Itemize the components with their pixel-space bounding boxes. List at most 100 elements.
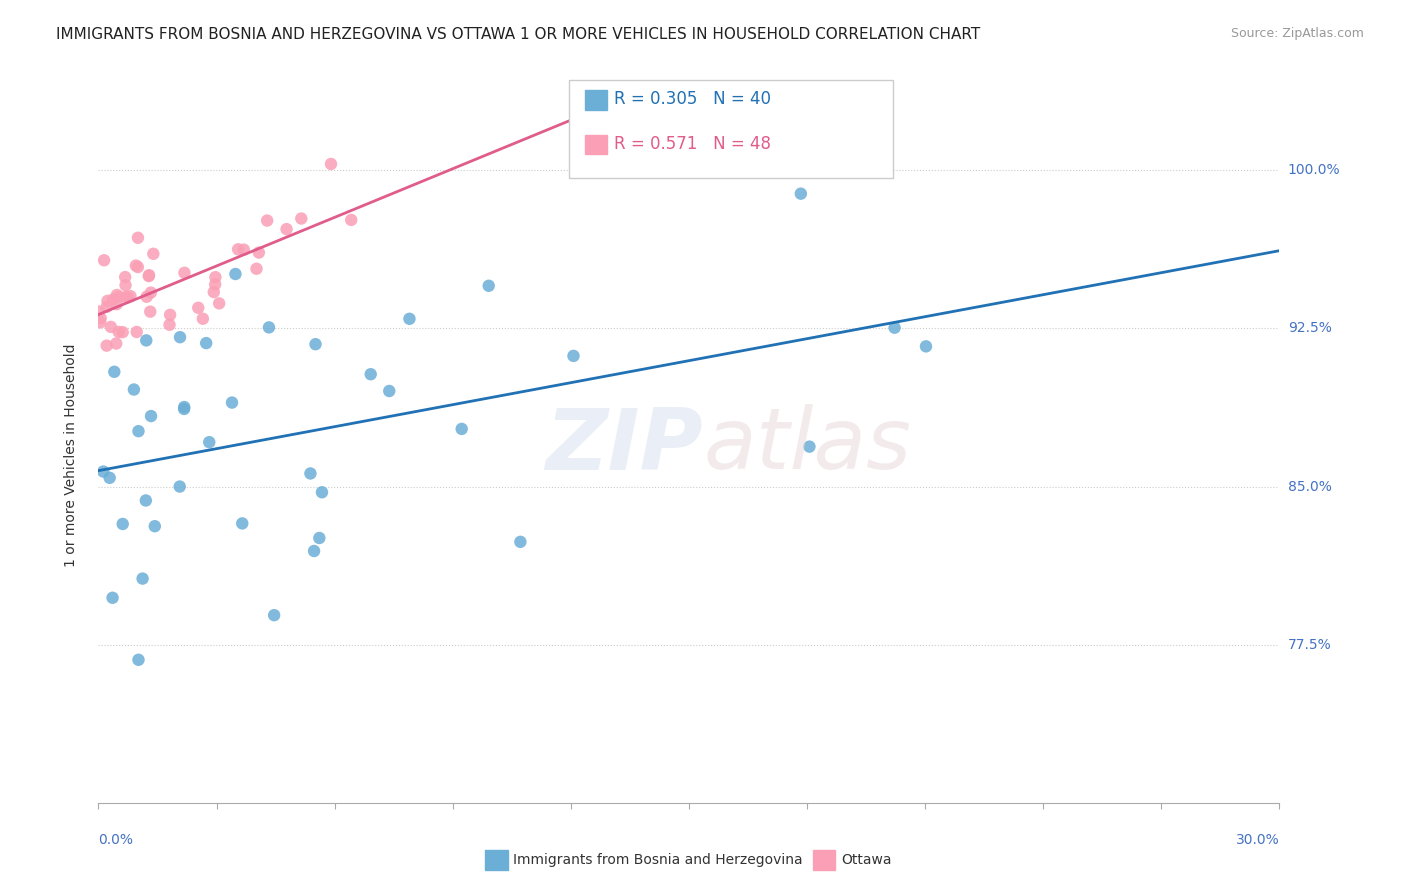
Point — [127, 260, 149, 274]
Point — [187, 301, 209, 315]
Point — [198, 435, 221, 450]
Point — [509, 534, 531, 549]
Point — [105, 297, 128, 311]
Point — [98, 471, 121, 485]
Point — [226, 242, 249, 256]
Point — [96, 293, 118, 308]
Text: Immigrants from Bosnia and Herzegovina: Immigrants from Bosnia and Herzegovina — [513, 853, 803, 867]
Point — [208, 296, 231, 310]
Point — [120, 289, 142, 303]
Point — [91, 465, 114, 479]
Point — [308, 531, 330, 545]
Point — [138, 268, 160, 283]
Text: atlas: atlas — [703, 404, 911, 488]
Point — [195, 336, 218, 351]
Point — [93, 253, 115, 268]
Point — [173, 400, 195, 414]
Text: IMMIGRANTS FROM BOSNIA AND HERZEGOVINA VS OTTAWA 1 OR MORE VEHICLES IN HOUSEHOLD: IMMIGRANTS FROM BOSNIA AND HERZEGOVINA V… — [56, 27, 980, 42]
Point — [915, 339, 938, 353]
Point — [114, 270, 136, 285]
Point — [127, 424, 149, 438]
Text: R = 0.571   N = 48: R = 0.571 N = 48 — [614, 135, 772, 153]
Point — [245, 261, 267, 276]
Point — [159, 308, 181, 322]
Text: 85.0%: 85.0% — [1288, 480, 1331, 493]
Point — [115, 290, 138, 304]
Point — [159, 318, 181, 332]
Point — [117, 290, 139, 304]
Point — [257, 320, 280, 334]
Y-axis label: 1 or more Vehicles in Household: 1 or more Vehicles in Household — [63, 343, 77, 566]
Point — [101, 591, 124, 605]
Point — [204, 277, 226, 292]
Point — [340, 213, 363, 227]
Point — [103, 365, 125, 379]
Point — [263, 608, 285, 623]
Point — [173, 266, 195, 280]
Point — [398, 311, 420, 326]
Text: R = 0.305   N = 40: R = 0.305 N = 40 — [614, 90, 772, 108]
Point — [202, 285, 225, 299]
Point — [108, 290, 131, 304]
Point — [125, 259, 148, 273]
Point — [100, 319, 122, 334]
Point — [87, 304, 110, 318]
Point — [135, 493, 157, 508]
Point — [107, 325, 129, 339]
Text: 30.0%: 30.0% — [1236, 833, 1279, 847]
Point — [790, 186, 813, 201]
Point — [204, 270, 226, 285]
Point — [224, 267, 246, 281]
Point — [311, 485, 333, 500]
Point — [122, 383, 145, 397]
Point — [105, 288, 128, 302]
Point — [90, 311, 112, 326]
Point — [135, 290, 157, 304]
Point — [127, 231, 149, 245]
Point — [276, 222, 298, 236]
Point — [378, 384, 401, 398]
Point — [256, 213, 278, 227]
Point — [139, 285, 162, 300]
Point — [111, 325, 134, 339]
Point — [290, 211, 312, 226]
Point — [562, 349, 585, 363]
Point — [138, 269, 160, 284]
Text: 0.0%: 0.0% — [98, 833, 134, 847]
Point — [139, 304, 162, 318]
Point — [96, 300, 118, 314]
Point — [247, 245, 270, 260]
Point — [799, 440, 821, 454]
Point — [89, 315, 111, 329]
Point — [450, 422, 472, 436]
Point — [302, 544, 325, 558]
Point — [169, 330, 191, 344]
Point — [143, 519, 166, 533]
Point — [127, 653, 149, 667]
Point — [101, 293, 124, 307]
Point — [173, 401, 195, 416]
Point — [883, 320, 905, 334]
Point — [231, 516, 253, 531]
Text: 100.0%: 100.0% — [1288, 163, 1340, 178]
Point — [319, 157, 342, 171]
Point — [142, 247, 165, 261]
Point — [125, 325, 148, 339]
Text: 92.5%: 92.5% — [1288, 321, 1331, 335]
Point — [139, 409, 162, 423]
Text: Source: ZipAtlas.com: Source: ZipAtlas.com — [1230, 27, 1364, 40]
Point — [169, 479, 191, 493]
Text: 77.5%: 77.5% — [1288, 638, 1331, 652]
Text: Ottawa: Ottawa — [841, 853, 891, 867]
Text: ZIP: ZIP — [546, 404, 703, 488]
Point — [135, 334, 157, 348]
Point — [232, 243, 254, 257]
Point — [96, 338, 118, 352]
Point — [191, 311, 214, 326]
Point — [299, 467, 322, 481]
Point — [114, 278, 136, 293]
Point — [304, 337, 326, 351]
Point — [360, 368, 382, 382]
Point — [131, 572, 153, 586]
Point — [478, 278, 501, 293]
